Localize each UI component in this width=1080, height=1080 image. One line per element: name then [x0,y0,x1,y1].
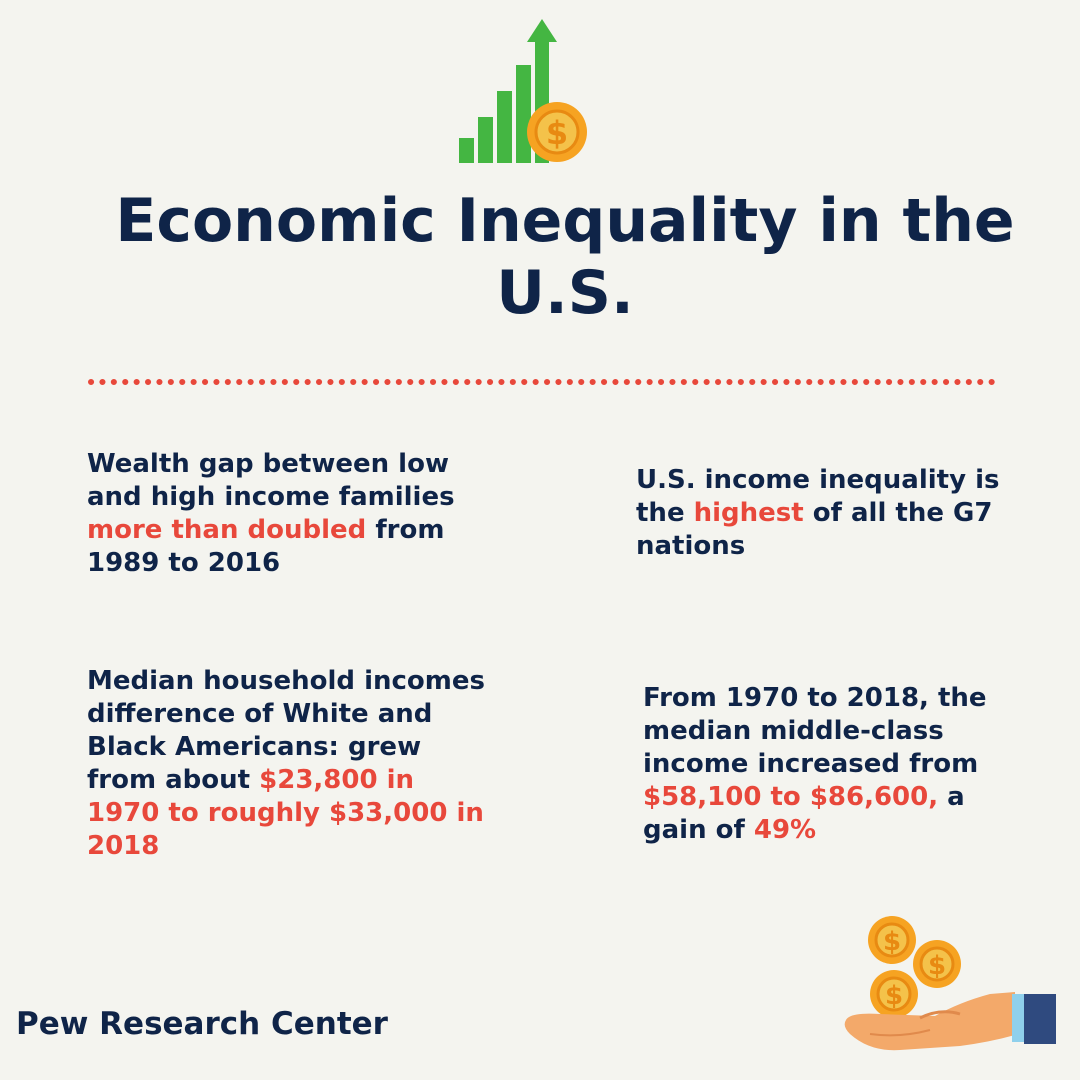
coin-icon: $ [870,970,918,1018]
fact-highlight: more than doubled [87,515,367,545]
coin-dollar-symbol: $ [885,981,903,1011]
fact-highlight: 49% [753,815,817,845]
fact-text: Median household incomes difference of W… [87,666,485,795]
hand-with-coins-icon: $ $ $ [844,916,1056,1051]
coin-dollar-symbol: $ [928,951,946,981]
fact-racial-income-gap: Median household incomes difference of W… [87,665,487,863]
fact-text: a gain of [643,782,965,845]
fact-middle-class-income: From 1970 to 2018, the median middle-cla… [643,682,1023,847]
sleeve [1024,994,1056,1044]
cuff [1012,994,1024,1042]
fact-highlight: $58,100 to $86,600, [643,782,939,812]
coin-icon: $ [913,940,961,988]
coin-icon: $ [868,916,916,964]
coin-dollar-symbol: $ [546,114,568,152]
fact-highlight: highest [693,498,804,528]
fact-text: U.S. income inequality is the [636,465,1000,528]
fact-text: Wealth gap between low and high income f… [87,449,455,512]
fact-text: of all the G7 nations [636,498,993,561]
fact-g7-inequality: U.S. income inequality is the highest of… [636,464,1016,563]
growth-chart-coin-icon: $ [459,19,587,163]
page-title: Economic Inequality in the U.S. [115,186,1015,328]
fact-wealth-gap: Wealth gap between low and high income f… [87,448,487,580]
fact-highlight: $23,800 in 1970 to roughly $33,000 in 20… [87,765,484,861]
dotted-divider [88,379,998,385]
hand-icon [844,992,1015,1051]
fact-text: From 1970 to 2018, the median middle-cla… [643,683,987,779]
source-label: Pew Research Center [16,1006,388,1042]
fact-text: from 1989 to 2016 [87,515,445,578]
coin-dollar-symbol: $ [883,927,901,957]
